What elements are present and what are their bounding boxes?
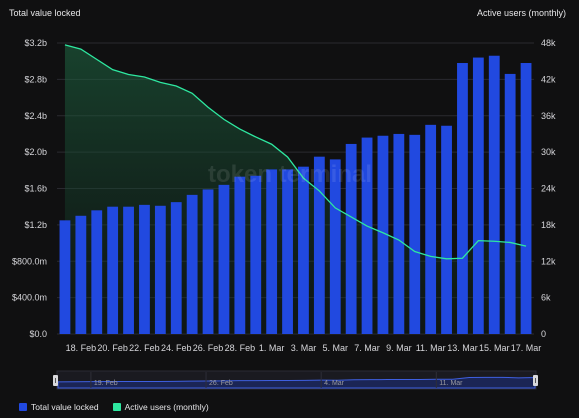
- tvl-bar[interactable]: [345, 143, 357, 334]
- x-tick-label: 1. Mar: [259, 343, 285, 353]
- navigator-label: 26. Feb: [209, 380, 233, 387]
- x-tick-label: 18. Feb: [66, 343, 97, 353]
- tvl-bar[interactable]: [123, 206, 134, 334]
- tvl-bar[interactable]: [139, 204, 150, 334]
- tvl-bar[interactable]: [282, 169, 293, 334]
- x-tick-label: 13. Mar: [447, 343, 478, 353]
- tvl-bar[interactable]: [472, 57, 484, 335]
- x-tick-label: 11. Mar: [416, 343, 446, 353]
- active-users-line[interactable]: [64, 44, 527, 260]
- left-tick-label: $2.4b: [24, 111, 47, 121]
- tvl-bars: [59, 55, 532, 335]
- tvl-bar[interactable]: [186, 194, 198, 334]
- left-axis-ticks: $0.0 $400.0m $800.0m $1.2b $1.6b $2.0b $2.4b $2…: [12, 38, 47, 339]
- left-tick-label: $800.0m: [12, 256, 47, 266]
- tvl-bar[interactable]: [393, 133, 405, 334]
- left-tick-label: $1.2b: [24, 220, 47, 230]
- tvl-bar[interactable]: [107, 206, 119, 334]
- right-axis-ticks: 0 6k 12k 18k 24k 30k 36k 42k 48k: [541, 38, 556, 339]
- tvl-bar[interactable]: [377, 135, 389, 334]
- navigator-series-line: [57, 376, 536, 389]
- tvl-bar[interactable]: [59, 220, 71, 334]
- left-tick-label: $3.2b: [24, 38, 47, 48]
- active-users-line-group: [64, 44, 527, 260]
- tvl-bar[interactable]: [313, 156, 325, 334]
- tvl-bar[interactable]: [409, 134, 421, 334]
- tvl-bar[interactable]: [170, 202, 182, 334]
- tvl-bar[interactable]: [520, 63, 532, 334]
- right-tick-label: 42k: [541, 74, 556, 84]
- tvl-bar[interactable]: [361, 137, 373, 334]
- legend-label-active-users: Active users (monthly): [124, 402, 209, 412]
- tvl-bar[interactable]: [329, 159, 341, 334]
- tvl-bar[interactable]: [504, 73, 516, 334]
- tvl-bar[interactable]: [441, 125, 452, 334]
- range-navigator[interactable]: 19. Feb 26. Feb 4. Mar 11. Mar: [53, 370, 538, 390]
- navigator-label: 4. Mar: [324, 380, 345, 387]
- right-tick-label: 12k: [541, 256, 556, 266]
- x-tick-label: 20. Feb: [97, 343, 128, 353]
- tvl-bar[interactable]: [75, 215, 87, 334]
- x-tick-label: 5. Mar: [322, 343, 348, 353]
- navigator-label: 11. Mar: [439, 380, 463, 387]
- active-users-area-fill: [64, 44, 527, 334]
- right-tick-label: 18k: [541, 220, 556, 230]
- legend-item-active-users[interactable]: Active users (monthly): [112, 402, 209, 412]
- right-tick-label: 36k: [541, 111, 556, 121]
- active-users-area: [64, 44, 527, 334]
- tvl-bar[interactable]: [218, 184, 230, 334]
- tvl-bar[interactable]: [234, 176, 246, 334]
- x-tick-label: 15. Mar: [479, 343, 510, 353]
- tvl-swatch: [19, 403, 27, 411]
- tvl-bar[interactable]: [91, 210, 103, 334]
- tvl-bar[interactable]: [488, 55, 500, 334]
- right-tick-label: 0: [541, 329, 546, 339]
- left-tick-label: $400.0m: [12, 293, 47, 303]
- left-tick-label: $0.0: [29, 329, 47, 339]
- chart-legend: Total value locked Active users (monthly…: [19, 402, 209, 412]
- x-tick-label: 26. Feb: [193, 343, 224, 353]
- right-tick-label: 6k: [541, 293, 551, 303]
- x-tick-label: 3. Mar: [291, 343, 317, 353]
- left-axis-title: Total value locked: [9, 8, 81, 18]
- right-tick-label: 30k: [541, 147, 556, 157]
- tvl-bar[interactable]: [266, 169, 278, 334]
- x-tick-label: 9. Mar: [386, 343, 412, 353]
- tvl-bar[interactable]: [250, 175, 262, 334]
- x-tick-label: 17. Mar: [511, 343, 542, 353]
- x-tick-label: 28. Feb: [225, 343, 256, 353]
- tvl-bar[interactable]: [298, 166, 309, 334]
- x-axis-ticks: 18. Feb 20. Feb 22. Feb 24. Feb 26. Feb 28. F…: [66, 343, 542, 353]
- tvl-bar[interactable]: [425, 124, 437, 334]
- watermark-text: token terminal: [208, 161, 372, 188]
- x-tick-label: 24. Feb: [161, 343, 192, 353]
- left-tick-label: $2.8b: [24, 74, 47, 84]
- legend-item-tvl[interactable]: Total value locked: [19, 402, 99, 412]
- tvl-bar[interactable]: [202, 189, 214, 334]
- left-tick-label: $2.0b: [24, 147, 47, 157]
- tvl-bar[interactable]: [457, 63, 468, 334]
- left-tick-label: $1.6b: [24, 184, 47, 194]
- right-tick-label: 48k: [541, 38, 556, 48]
- x-tick-label: 22. Feb: [129, 343, 160, 353]
- right-axis-title: Active users (monthly): [476, 8, 566, 18]
- active-users-swatch: [112, 403, 121, 411]
- legend-label-tvl: Total value locked: [31, 402, 99, 412]
- right-tick-label: 24k: [541, 184, 556, 194]
- x-tick-label: 7. Mar: [354, 343, 380, 353]
- navigator-label: 19. Feb: [94, 380, 118, 387]
- tvl-bar[interactable]: [154, 205, 166, 334]
